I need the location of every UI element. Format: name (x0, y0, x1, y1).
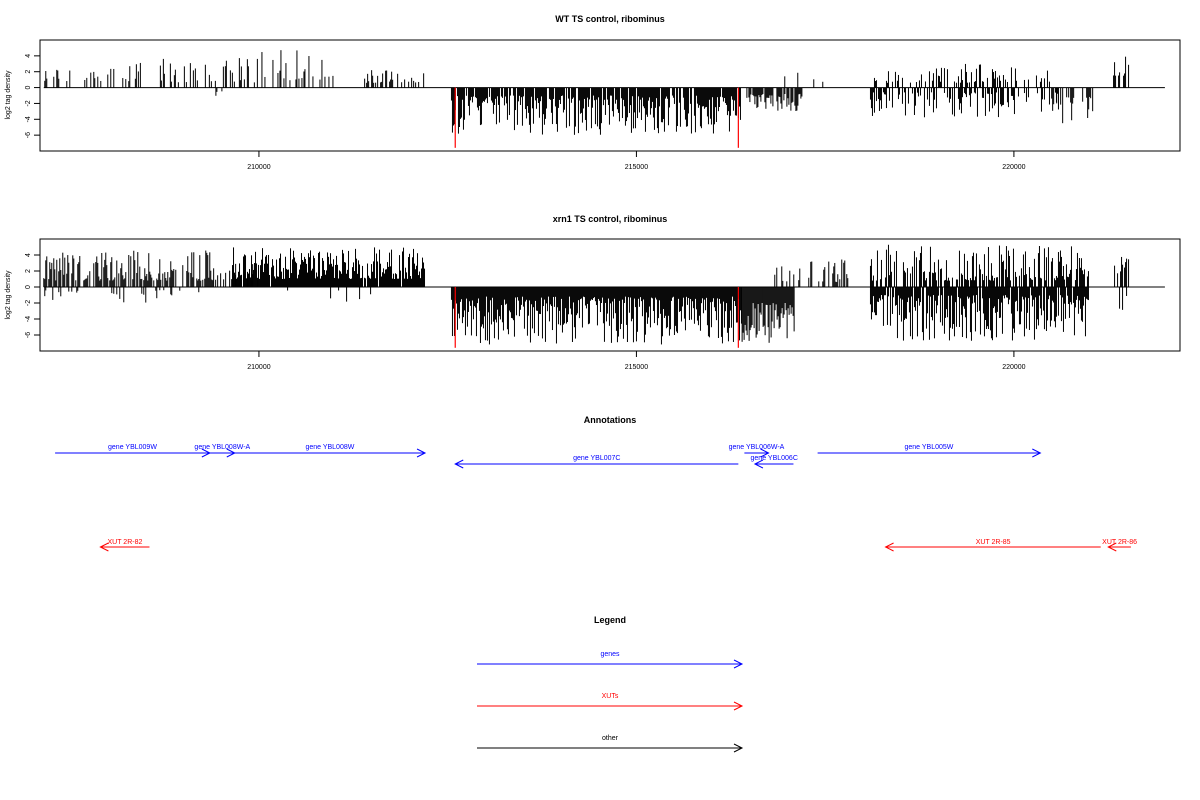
gene-arrow-head (753, 459, 764, 469)
gene-label: gene YBL005W (905, 444, 954, 451)
gene-annotation: gene YBL007C (454, 455, 739, 469)
xut-annotation: XUT 2R-82 (99, 539, 150, 552)
xut-annotation: XUT 2R-86 (1102, 539, 1137, 552)
xrn1-y-tick-label: -4 (25, 316, 32, 322)
gene-annotation: gene YBL008W (234, 444, 427, 458)
xut-annotations: XUT 2R-82 XUT 2R-85 XUT 2R-86 (99, 539, 1137, 552)
gene-label: gene YBL008W-A (194, 444, 250, 451)
gene-arrow-head (454, 459, 464, 469)
wt-x-tick-label: 220000 (1002, 164, 1025, 171)
wt-y-tick-label: 0 (25, 86, 32, 90)
wt-red-markers (454, 87, 739, 148)
legend-title: Legend (594, 615, 626, 625)
wt-y-tick-label: 4 (25, 54, 32, 58)
gene-label: gene YBL008W (305, 444, 354, 451)
wt-y-axis: 4 2 0 -2 -4 -6 (25, 54, 40, 138)
xut-label: XUT 2R-82 (107, 539, 142, 546)
legend-arrow-head (733, 743, 744, 753)
wt-track-title: WT TS control, ribominus (555, 14, 665, 24)
annotations-title: Annotations (584, 415, 637, 425)
xrn1-x-tick-label: 215000 (625, 364, 648, 371)
xrn1-track-title: xrn1 TS control, ribominus (553, 214, 668, 224)
wt-y-tick-label: -2 (25, 100, 32, 106)
wt-plot-frame (39, 39, 1181, 152)
xut-arrow-head (99, 542, 109, 552)
xrn1-y-tick-label: 0 (25, 285, 32, 289)
xrn1-plot-frame (39, 238, 1181, 352)
gene-annotation: gene YBL005W (817, 444, 1042, 458)
legend-arrow-head (733, 701, 744, 711)
xut-arrow-head (884, 542, 894, 552)
gene-label: gene YBL006W-A (729, 444, 785, 451)
legend-item: genes (477, 651, 744, 669)
wt-x-tick-label: 210000 (247, 164, 270, 171)
legend-arrow-head (733, 659, 744, 669)
legend-label: genes (600, 651, 620, 658)
gene-label: gene YBL006C (751, 455, 798, 462)
gene-arrow-head (760, 448, 770, 458)
gene-label: gene YBL009W (108, 444, 157, 451)
gene-arrow-head (1032, 448, 1042, 458)
gene-label: gene YBL007C (573, 455, 620, 462)
xrn1-x-tick-label: 220000 (1002, 364, 1025, 371)
xrn1-y-tick-label: -6 (25, 332, 32, 338)
legend-item: other (477, 735, 744, 753)
gene-arrow-head (416, 448, 427, 458)
wt-x-axis: 210000 215000 220000 (247, 151, 1026, 171)
wt-track-panel: WT TS control, ribominus log2 tag densit… (5, 14, 1181, 171)
wt-y-tick-label: -6 (25, 132, 32, 138)
xrn1-track-panel: xrn1 TS control, ribominus log2 tag dens… (5, 214, 1181, 371)
xrn1-density-bars (43, 244, 1130, 345)
legend-label: XUTs (602, 693, 619, 700)
gene-annotation: gene YBL006W-A (729, 444, 785, 458)
xrn1-red-markers (454, 287, 739, 348)
legend-item: XUTs (477, 693, 744, 711)
wt-y-axis-label: log2 tag density (5, 70, 12, 120)
xrn1-y-axis: 4 2 0 -2 -4 -6 (25, 253, 40, 338)
legend-items: genes XUTs other (477, 651, 744, 753)
xut-arrow-head (1107, 542, 1117, 552)
annotations-panel: Annotations gene YBL009W gene YBL008W-A ge… (55, 415, 1137, 552)
wt-density-bars (44, 50, 1130, 135)
wt-y-tick-label: -4 (25, 116, 32, 122)
gene-annotation: gene YBL008W-A (194, 444, 251, 458)
xrn1-y-tick-label: 4 (25, 253, 32, 257)
wt-y-tick-label: 2 (25, 70, 32, 74)
gene-annotation: gene YBL006C (751, 455, 798, 469)
xut-annotation: XUT 2R-85 (884, 539, 1101, 552)
wt-x-tick-label: 215000 (625, 164, 648, 171)
xrn1-x-tick-label: 210000 (247, 364, 270, 371)
legend-panel: Legend genes XUTs other (477, 615, 744, 753)
xrn1-x-axis: 210000 215000 220000 (247, 351, 1026, 371)
xrn1-y-tick-label: -2 (25, 300, 32, 306)
xrn1-y-tick-label: 2 (25, 269, 32, 273)
legend-label: other (602, 735, 619, 742)
gene-annotation: gene YBL009W (55, 444, 211, 458)
xrn1-y-axis-label: log2 tag density (5, 270, 12, 320)
gene-annotations: gene YBL009W gene YBL008W-A gene YBL008W ge… (55, 444, 1042, 469)
xut-label: XUT 2R-85 (976, 539, 1011, 546)
xut-label: XUT 2R-86 (1102, 539, 1137, 546)
